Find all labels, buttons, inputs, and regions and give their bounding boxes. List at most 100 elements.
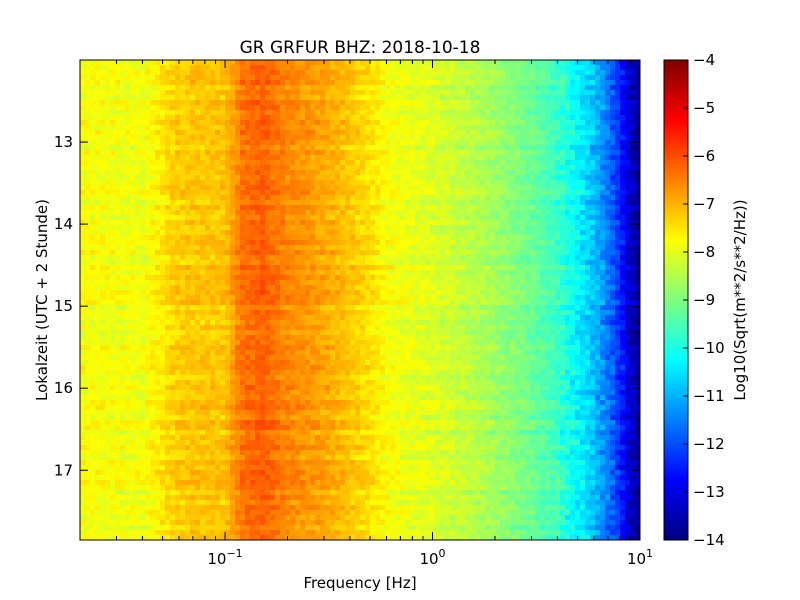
heatmap-cell [335,195,341,201]
heatmap-cell [600,250,606,256]
heatmap-cell [575,265,581,271]
heatmap-cell [475,260,481,266]
heatmap-cell [255,265,261,271]
heatmap-cell [355,165,361,171]
heatmap-cell [160,135,166,141]
heatmap-cell [205,210,211,216]
heatmap-cell [535,250,541,256]
heatmap-cell [575,270,581,276]
heatmap-cell [620,135,626,141]
heatmap-cell [190,90,196,96]
heatmap-cell [315,115,321,121]
heatmap-cell [220,245,226,251]
heatmap-cell [415,100,421,106]
heatmap-cell [230,105,236,111]
heatmap-cell [180,270,186,276]
heatmap-cell [90,125,96,131]
heatmap-cell [520,260,526,266]
heatmap-cell [225,195,231,201]
heatmap-cell [385,60,391,66]
heatmap-cell [205,75,211,81]
heatmap-cell [405,215,411,221]
heatmap-cell [375,110,381,116]
heatmap-cell [525,140,531,146]
heatmap-cell [375,105,381,111]
heatmap-cell [105,95,111,101]
heatmap-cell [105,215,111,221]
heatmap-cell [255,205,261,211]
heatmap-cell [315,95,321,101]
heatmap-cell [560,240,566,246]
heatmap-cell [95,195,101,201]
heatmap-cell [445,255,451,261]
heatmap-cell [580,200,586,206]
heatmap-cell [120,220,126,226]
heatmap-cell [315,265,321,271]
heatmap-cell [490,260,496,266]
heatmap-cell [460,65,466,71]
heatmap-cell [435,110,441,116]
heatmap-cell [580,115,586,121]
heatmap-cell [580,225,586,231]
heatmap-cell [295,280,301,286]
heatmap-cell [580,260,586,266]
heatmap-cell [170,140,176,146]
heatmap-cell [535,120,541,126]
heatmap-cell [590,255,596,261]
heatmap-cell [550,260,556,266]
heatmap-cell [445,70,451,76]
heatmap-cell [565,215,571,221]
heatmap-cell [100,60,106,66]
heatmap-cell [160,65,166,71]
heatmap-cell [435,65,441,71]
heatmap-cell [245,245,251,251]
heatmap-cell [330,280,336,286]
heatmap-cell [415,215,421,221]
heatmap-cell [490,65,496,71]
heatmap-cell [400,235,406,241]
heatmap-cell [595,165,601,171]
heatmap-cell [580,245,586,251]
heatmap-cell [245,205,251,211]
heatmap-cell [570,95,576,101]
heatmap-cell [405,130,411,136]
heatmap-cell [400,215,406,221]
heatmap-cell [310,120,316,126]
heatmap-cell [395,240,401,246]
heatmap-cell [635,85,641,91]
heatmap-cell [475,65,481,71]
heatmap-cell [295,85,301,91]
heatmap-cell [105,145,111,151]
heatmap-cell [330,95,336,101]
heatmap-cell [630,180,636,186]
heatmap-cell [80,100,86,106]
heatmap-cell [355,135,361,141]
heatmap-cell [160,180,166,186]
heatmap-cell [175,155,181,161]
heatmap-cell [360,100,366,106]
heatmap-cell [560,175,566,181]
heatmap-cell [450,165,456,171]
heatmap-cell [420,145,426,151]
heatmap-cell [310,255,316,261]
heatmap-cell [255,155,261,161]
heatmap-cell [420,170,426,176]
heatmap-cell [570,165,576,171]
heatmap-cell [190,150,196,156]
heatmap-cell [100,125,106,131]
heatmap-cell [505,155,511,161]
heatmap-cell [200,160,206,166]
heatmap-cell [370,120,376,126]
heatmap-cell [115,180,121,186]
heatmap-cell [270,195,276,201]
heatmap-cell [600,240,606,246]
heatmap-cell [480,205,486,211]
heatmap-cell [515,195,521,201]
heatmap-cell [565,270,571,276]
heatmap-cell [295,140,301,146]
heatmap-cell [490,185,496,191]
heatmap-cell [390,220,396,226]
heatmap-cell [190,260,196,266]
heatmap-cell [415,160,421,166]
heatmap-cell [555,275,561,281]
